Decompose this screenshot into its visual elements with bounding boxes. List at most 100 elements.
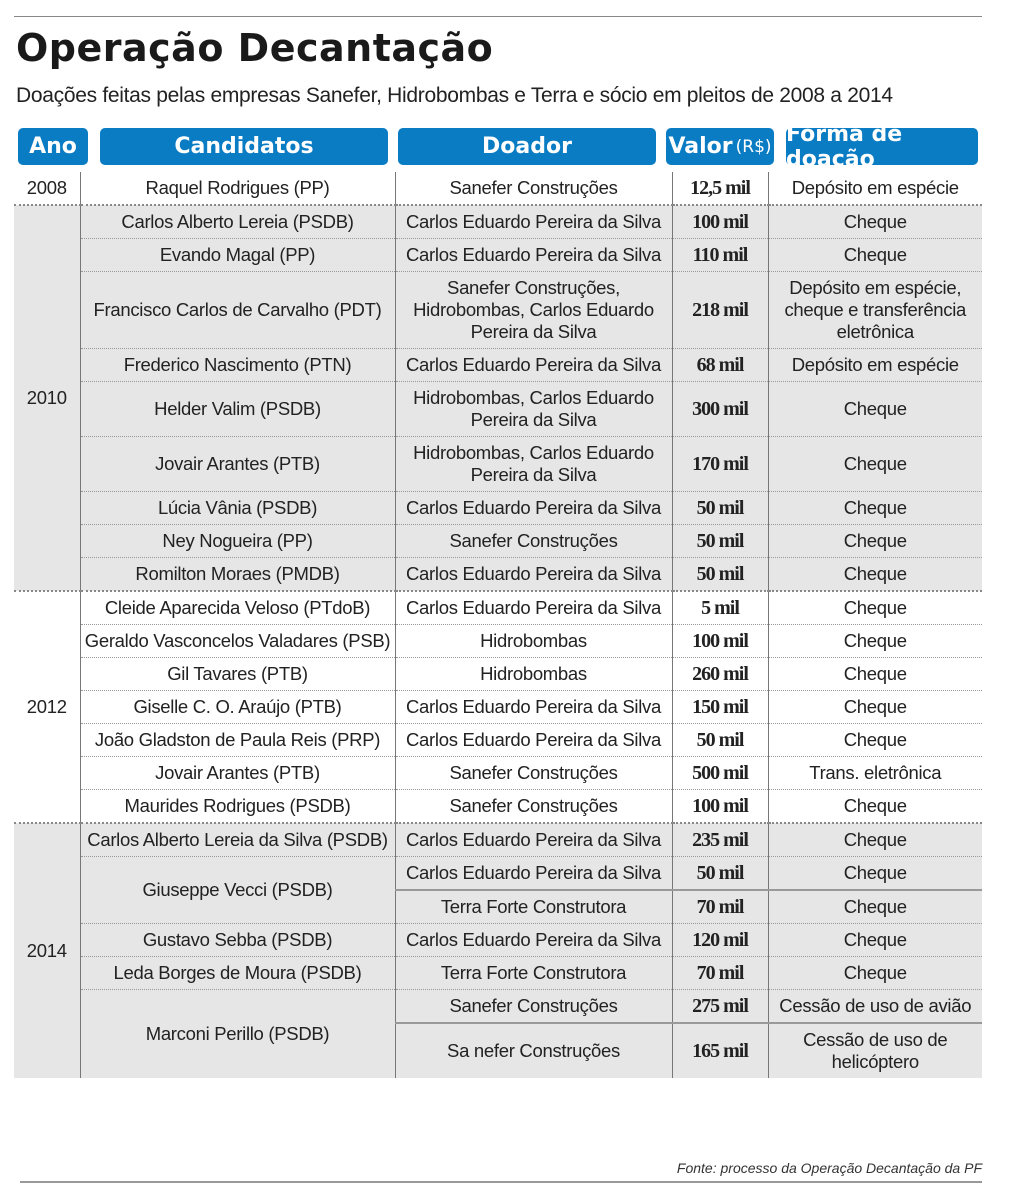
table-row: Gustavo Sebba (PSDB) Carlos Eduardo Perei… bbox=[14, 923, 982, 957]
value-cell: 500 mil bbox=[671, 756, 768, 790]
donor-cell: Terra Forte Construtora bbox=[394, 889, 672, 924]
value-cell: 110 mil bbox=[671, 238, 768, 272]
donor-cell: Carlos Eduardo Pereira da Silva bbox=[394, 723, 672, 757]
value-cell: 68 mil bbox=[671, 348, 768, 382]
donor-cell: Sanefer Construções, Hidrobombas, Carlos… bbox=[394, 271, 672, 349]
value-cell: 50 mil bbox=[671, 723, 768, 757]
value-cell: 70 mil bbox=[671, 889, 768, 924]
donor-cell: Carlos Eduardo Pereira da Silva bbox=[394, 238, 672, 272]
subtitle: Doações feitas pelas empresas Sanefer, H… bbox=[16, 84, 893, 107]
donor-cell: Carlos Eduardo Pereira da Silva bbox=[394, 204, 672, 239]
value-cell: 165 mil bbox=[671, 1022, 768, 1078]
table-row: Francisco Carlos de Carvalho (PDT) Sanefe… bbox=[14, 271, 982, 349]
value-cell: 120 mil bbox=[671, 923, 768, 957]
year-cell: 2010 bbox=[14, 204, 80, 591]
form-cell: Cessão de uso de helicóptero bbox=[767, 1022, 982, 1078]
form-cell: Cheque bbox=[767, 557, 982, 591]
candidate-cell: Geraldo Vasconcelos Valadares (PSB) bbox=[79, 624, 395, 658]
header-doador: Doador bbox=[398, 128, 656, 165]
donor-cell: Sanefer Construções bbox=[394, 989, 672, 1023]
header-candidatos: Candidatos bbox=[100, 128, 388, 165]
form-cell: Cheque bbox=[767, 723, 982, 757]
form-cell: Trans. eletrônica bbox=[767, 756, 982, 790]
form-cell: Depósito em espécie bbox=[767, 172, 982, 205]
donor-cell: Hidrobombas bbox=[394, 624, 672, 658]
table-row: 2010 Carlos Alberto Lereia (PSDB) Carlos E… bbox=[14, 204, 982, 591]
form-cell: Cheque bbox=[767, 923, 982, 957]
source-note: Fonte: processo da Operação Decantação d… bbox=[676, 1160, 982, 1176]
table-row: Geraldo Vasconcelos Valadares (PSB) Hidro… bbox=[14, 624, 982, 658]
form-cell: Depósito em espécie, cheque e transferên… bbox=[767, 271, 982, 349]
table-row: Frederico Nascimento (PTN) Carlos Eduardo… bbox=[14, 348, 982, 382]
table-row: Sa nefer Construções 165 mil Cessão de uso… bbox=[14, 1022, 982, 1078]
candidate-cell: João Gladston de Paula Reis (PRP) bbox=[79, 723, 395, 757]
value-cell: 170 mil bbox=[671, 436, 768, 492]
form-cell: Cheque bbox=[767, 590, 982, 625]
candidate-cell: Francisco Carlos de Carvalho (PDT) bbox=[79, 271, 395, 349]
donor-cell: Carlos Eduardo Pereira da Silva bbox=[394, 590, 672, 625]
table-row: Giuseppe Vecci (PSDB) Carlos Eduardo Pere… bbox=[14, 856, 982, 924]
value-cell: 100 mil bbox=[671, 624, 768, 658]
donor-cell: Carlos Eduardo Pereira da Silva bbox=[394, 856, 672, 890]
year-cell: 2008 bbox=[26, 177, 67, 198]
table-row: Jovair Arantes (PTB) Hidrobombas, Carlos … bbox=[14, 436, 982, 492]
candidate-cell: Jovair Arantes (PTB) bbox=[79, 436, 395, 492]
form-cell: Cheque bbox=[767, 524, 982, 558]
value-cell: 235 mil bbox=[671, 822, 768, 857]
form-cell: Cheque bbox=[767, 889, 982, 924]
candidate-cell: Romilton Moraes (PMDB) bbox=[79, 557, 395, 591]
donor-cell: Sanefer Construções bbox=[394, 524, 672, 558]
donor-cell: Carlos Eduardo Pereira da Silva bbox=[394, 557, 672, 591]
header-forma-label: Forma de doação bbox=[786, 121, 903, 172]
table-row: Leda Borges de Moura (PSDB) Terra Forte C… bbox=[14, 956, 982, 990]
header-ano: Ano bbox=[18, 128, 88, 165]
bottom-rule bbox=[20, 1181, 982, 1183]
form-cell: Cheque bbox=[767, 690, 982, 724]
form-cell: Cessão de uso de avião bbox=[767, 989, 982, 1023]
candidate-cell: Cleide Aparecida Veloso (PTdoB) bbox=[79, 590, 395, 625]
candidate-cell: Leda Borges de Moura (PSDB) bbox=[79, 956, 395, 990]
value-cell: 100 mil bbox=[671, 789, 768, 823]
form-cell: Cheque bbox=[767, 856, 982, 890]
value-cell: 100 mil bbox=[671, 204, 768, 239]
value-cell: 50 mil bbox=[671, 557, 768, 591]
table-row: Maurides Rodrigues (PSDB) Sanefer Constru… bbox=[14, 789, 982, 823]
donor-cell: Hidrobombas, Carlos Eduardo Pereira da S… bbox=[394, 381, 672, 437]
candidate-cell: Ney Nogueira (PP) bbox=[79, 524, 395, 558]
table-row: Romilton Moraes (PMDB) Carlos Eduardo Per… bbox=[14, 557, 982, 591]
table-row: 2012 Cleide Aparecida Veloso (PTdoB) Carlo… bbox=[14, 590, 982, 823]
candidate-cell: Giuseppe Vecci (PSDB) bbox=[79, 856, 395, 924]
candidate-cell: Evando Magal (PP) bbox=[79, 238, 395, 272]
donor-cell: Sanefer Construções bbox=[394, 172, 672, 205]
year-cell: 2014 bbox=[14, 822, 80, 1078]
donor-cell: Hidrobombas, Carlos Eduardo Pereira da S… bbox=[394, 436, 672, 492]
value-cell: 12,5 mil bbox=[671, 172, 768, 205]
value-cell: 300 mil bbox=[671, 381, 768, 437]
form-cell: Cheque bbox=[767, 956, 982, 990]
candidate-cell: Helder Valim (PSDB) bbox=[79, 381, 395, 437]
table-row: Terra Forte Construtora 70 mil Cheque bbox=[14, 889, 982, 924]
header-valor: Valor (R$) bbox=[666, 128, 774, 165]
table-row: João Gladston de Paula Reis (PRP) Carlos … bbox=[14, 723, 982, 757]
table-row: 2008 Raquel Rodrigues (PP) Sanefer Constru… bbox=[14, 172, 982, 205]
header-candidatos-label: Candidatos bbox=[174, 134, 314, 159]
donor-cell: Hidrobombas bbox=[394, 657, 672, 691]
value-cell: 70 mil bbox=[671, 956, 768, 990]
candidate-cell: Giselle C. O. Araújo (PTB) bbox=[79, 690, 395, 724]
donor-cell: Carlos Eduardo Pereira da Silva bbox=[394, 822, 672, 857]
header-forma: Forma de doação bbox=[786, 122, 978, 172]
value-cell: 50 mil bbox=[671, 856, 768, 890]
candidate-cell: Lúcia Vânia (PSDB) bbox=[79, 491, 395, 525]
table-row: 2014 Carlos Alberto Lereia da Silva (PSDB… bbox=[14, 822, 982, 1078]
page-title: Operação Decantação bbox=[16, 26, 494, 70]
candidate-cell: Marconi Perillo (PSDB) bbox=[79, 989, 395, 1078]
table-row: Gil Tavares (PTB) Hidrobombas 260 mil Chequ… bbox=[14, 657, 982, 691]
candidate-cell: Maurides Rodrigues (PSDB) bbox=[79, 789, 395, 823]
donor-cell: Terra Forte Construtora bbox=[394, 956, 672, 990]
table-row: Jovair Arantes (PTB) Sanefer Construções 5… bbox=[14, 756, 982, 790]
candidate-cell: Raquel Rodrigues (PP) bbox=[79, 172, 395, 205]
year-cell: 2012 bbox=[14, 590, 80, 823]
donor-cell: Carlos Eduardo Pereira da Silva bbox=[394, 348, 672, 382]
form-cell: Cheque bbox=[767, 238, 982, 272]
table-row: Marconi Perillo (PSDB) Sanefer Construçõe… bbox=[14, 989, 982, 1078]
